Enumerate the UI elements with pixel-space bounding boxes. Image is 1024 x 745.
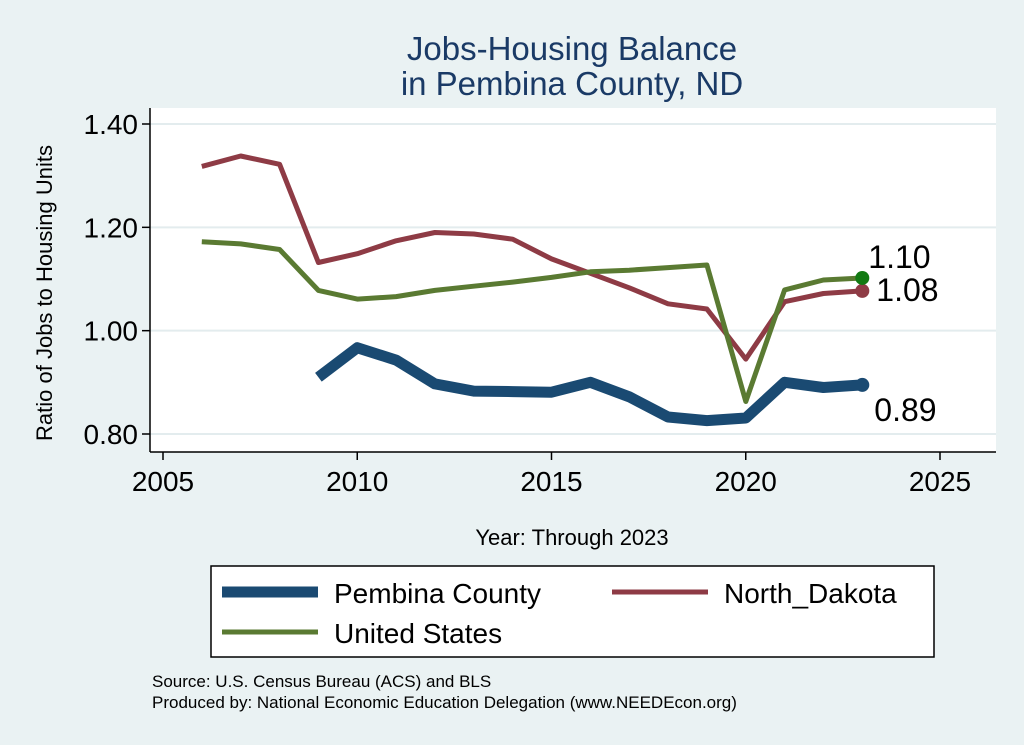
series-layer (201, 153, 863, 427)
end-point-north-dakota (855, 283, 870, 298)
chart-title-line-1: Jobs-Housing Balance (407, 30, 737, 67)
x-tick-label: 2005 (132, 466, 194, 497)
produced-by-note: Produced by: National Economic Education… (152, 693, 737, 712)
end-label-pembina: 0.89 (874, 392, 936, 428)
series-line-pembina (315, 342, 863, 427)
axes (149, 108, 996, 453)
series-line-united-states (201, 239, 863, 404)
y-tick-label: 0.80 (84, 419, 139, 450)
y-tick-label: 1.20 (84, 212, 139, 243)
y-ticks: 0.80 1.00 1.20 1.40 (84, 109, 150, 450)
end-label-united-states: 1.10 (868, 239, 930, 275)
end-label-north-dakota: 1.08 (876, 272, 938, 308)
x-tick-label: 2010 (326, 466, 388, 497)
x-ticks: 2005 2010 2015 2020 2025 (132, 452, 971, 497)
end-labels: 0.89 1.081.10 (855, 239, 939, 428)
end-point-pembina (855, 377, 870, 392)
source-note: Source: U.S. Census Bureau (ACS) and BLS (152, 672, 491, 691)
legend-label-north-dakota: North_Dakota (724, 578, 897, 609)
legend-box (210, 565, 935, 658)
y-axis-label: Ratio of Jobs to Housing Units (32, 145, 57, 441)
legend: Pembina County North_Dakota United State… (210, 565, 935, 658)
x-tick-label: 2020 (715, 466, 777, 497)
gridlines (150, 123, 996, 435)
y-tick-label: 1.40 (84, 109, 139, 140)
end-point-united-states (855, 270, 870, 285)
plot-area (150, 108, 996, 452)
chart-title-line-2: in Pembina County, ND (401, 65, 743, 102)
legend-label-pembina: Pembina County (334, 578, 541, 609)
x-axis-label: Year: Through 2023 (475, 525, 668, 550)
legend-label-united-states: United States (334, 618, 502, 649)
y-tick-label: 1.00 (84, 316, 139, 347)
x-tick-label: 2025 (909, 466, 971, 497)
series-line-north-dakota (201, 153, 863, 362)
x-tick-label: 2015 (520, 466, 582, 497)
